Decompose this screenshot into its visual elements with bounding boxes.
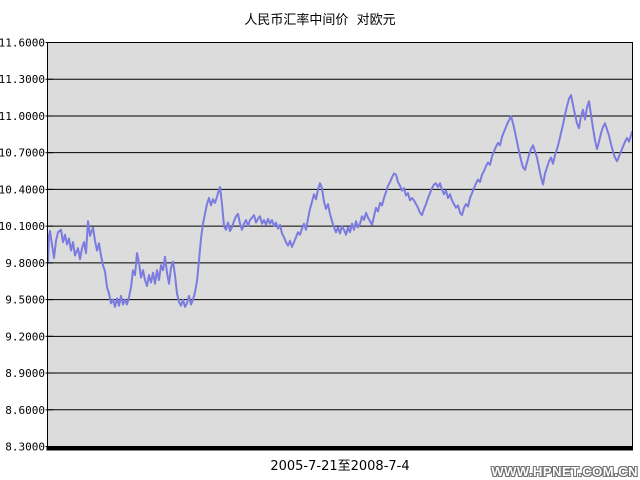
y-tick-label: 8.3000 bbox=[5, 441, 45, 454]
x-axis-bar bbox=[46, 446, 633, 451]
plot-area-bg bbox=[47, 42, 633, 447]
chart-title: 人民币汇率中间价 对欧元 bbox=[244, 13, 396, 28]
y-tick-label: 8.9000 bbox=[5, 367, 45, 380]
x-axis-date-range-label: 2005-7-21至2008-7-4 bbox=[270, 459, 410, 474]
y-tick-label: 9.8000 bbox=[5, 257, 45, 270]
rate-line bbox=[47, 94, 633, 308]
y-tick-label: 11.0000 bbox=[0, 110, 45, 123]
y-tick-label: 8.6000 bbox=[5, 404, 45, 417]
y-tick-label: 9.5000 bbox=[5, 294, 45, 307]
y-tick-label: 10.7000 bbox=[0, 147, 45, 160]
y-tick-label: 10.1000 bbox=[0, 220, 45, 233]
y-tick-label: 9.2000 bbox=[5, 330, 45, 343]
watermark-text: WWW.HPNET.COM.CN bbox=[491, 464, 638, 479]
y-tick-label: 11.3000 bbox=[0, 73, 45, 86]
y-tick-label: 11.6000 bbox=[0, 37, 45, 50]
y-tick-label: 10.4000 bbox=[0, 183, 45, 196]
